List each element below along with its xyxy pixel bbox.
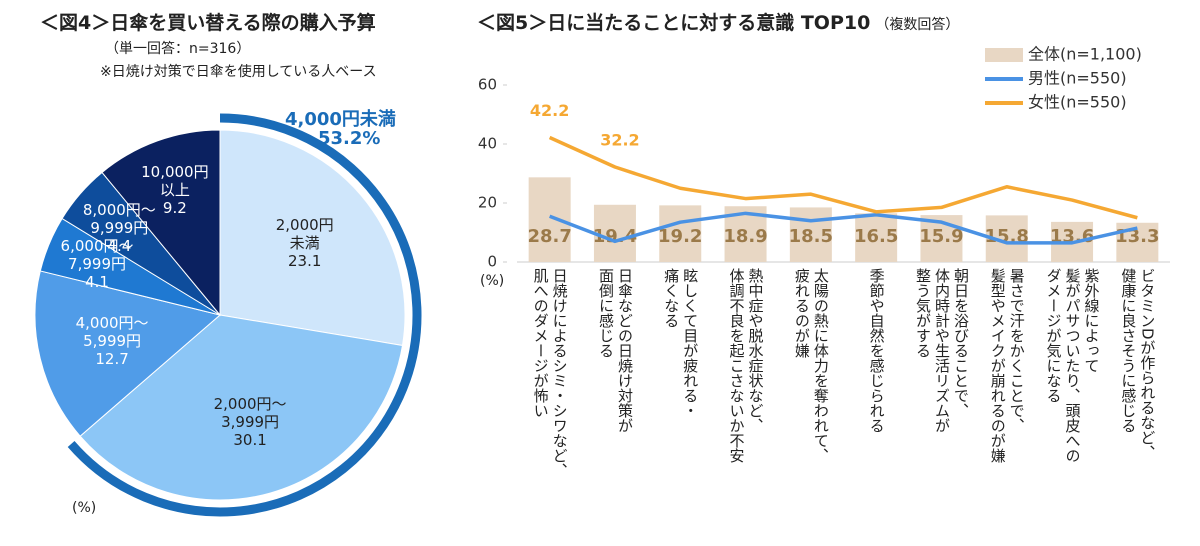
x-tick-label: 紫外線によって 髪がパサついたり、頭皮への ダメージが気になる [1044, 268, 1101, 463]
series-line [548, 135, 1138, 220]
x-tick-label: 眩しくて目が疲れる・ 痛くなる [662, 268, 700, 418]
pie-slice [34, 270, 222, 437]
bar-value-label: 19.2 [658, 226, 702, 247]
bar [855, 213, 898, 262]
bar-value-label: 15.9 [919, 226, 963, 247]
x-tick-label: ビタミンDが作られるなど、 健康に良さそうに感じる [1119, 268, 1157, 460]
slice-category: 10,000円 以上 [141, 162, 209, 199]
pie-slice [219, 129, 406, 347]
y-tick-label: 40 [478, 135, 497, 153]
bar-value-label: 19.4 [593, 226, 637, 247]
x-tick-label: 季節や自然を感じられる [867, 268, 886, 433]
chart-subtitle: （複数回答） [875, 17, 960, 33]
x-tick-label: 太陽の熱に体力を奪われて、 疲れるのが嫌 [792, 268, 830, 463]
chart-title: ＜図5＞日に当たることに対する意識 TOP10 [477, 12, 871, 34]
legend-label: 男性(n=550) [1028, 69, 1127, 88]
annotation-arc [67, 113, 422, 517]
series-line [549, 211, 1138, 245]
unit-label: (%) [480, 273, 505, 289]
slice-label: 2,000円～ 3,999円 30.1 [214, 395, 287, 449]
x-tick-label: 日傘などの日焼け対策が 面倒に感じる [596, 268, 634, 433]
slice-label: 2,000円 未満 23.1 [276, 216, 334, 270]
point-label: 32.2 [600, 131, 639, 150]
chart-header: ＜図5＞日に当たることに対する意識 TOP10 （複数回答） [477, 8, 959, 35]
bar [528, 177, 571, 262]
x-tick-label: 日焼けによるシミ・シワなど、 肌へのダメージが怖い [531, 268, 569, 478]
x-tick-label: 朝日を浴びることで、 体内時計や生活リズムが 整う気がする [913, 268, 970, 433]
y-tick-label: 0 [487, 253, 497, 271]
slice-category: 4,000円～ 5,999円 [75, 314, 149, 351]
slice-value: 30.1 [233, 430, 267, 449]
bar [659, 205, 702, 262]
chart-subtitle: （単一回答：n=316） [105, 41, 251, 57]
pie-slice [79, 314, 404, 501]
x-tick-label: 熱中症や脱水症状など、 体調不良を起こさないか不安 [727, 268, 765, 463]
slice-label: 8,000円～ 9,999円 4.4 [83, 201, 156, 255]
bar-value-label: 16.5 [854, 226, 898, 247]
legend-swatch [985, 48, 1023, 62]
slice-category: 8,000円～ 9,999円 [82, 200, 156, 237]
legend-label: 女性(n=550) [1028, 93, 1127, 112]
legend-label: 全体(n=1,100) [1028, 45, 1142, 64]
slice-value: 9.2 [162, 198, 187, 217]
slice-category: 2,000円 未満 [275, 216, 334, 253]
slice-value: 12.7 [95, 350, 129, 369]
slice-value: 23.1 [287, 252, 322, 271]
bar [789, 207, 832, 262]
unit-label: (%) [72, 500, 97, 516]
bar [593, 204, 636, 262]
annotation-value: 53.2% [318, 128, 381, 149]
slice-label: 6,000円～ 7,999円 4.1 [61, 237, 134, 291]
bar-value-label: 18.9 [723, 226, 767, 247]
slice-value: 4.4 [107, 236, 132, 255]
bar-value-label: 28.7 [527, 226, 571, 247]
bar-value-label: 18.5 [789, 226, 833, 247]
slice-label: 4,000円～ 5,999円 12.7 [76, 314, 149, 368]
y-tick-label: 60 [478, 76, 497, 94]
slice-value: 4.1 [85, 272, 109, 291]
point-label: 42.2 [530, 101, 569, 120]
slice-label: 10,000円 以上 9.2 [141, 163, 209, 217]
chart-note: ※日焼け対策で日傘を使用している人ベース [100, 64, 377, 80]
slice-category: 6,000円～ 7,999円 [60, 236, 134, 273]
slice-category: 2,000円～ 3,999円 [213, 394, 287, 431]
x-tick-label: 暑さで汗をかくことで、 髪型やメイクが崩れるのが嫌 [988, 268, 1026, 463]
pie-slice [101, 129, 221, 317]
annotation-label: 4,000円未満 [285, 109, 396, 130]
y-tick-label: 20 [478, 194, 497, 212]
chart-title: ＜図4＞日傘を買い替える際の購入予算 [40, 12, 376, 34]
